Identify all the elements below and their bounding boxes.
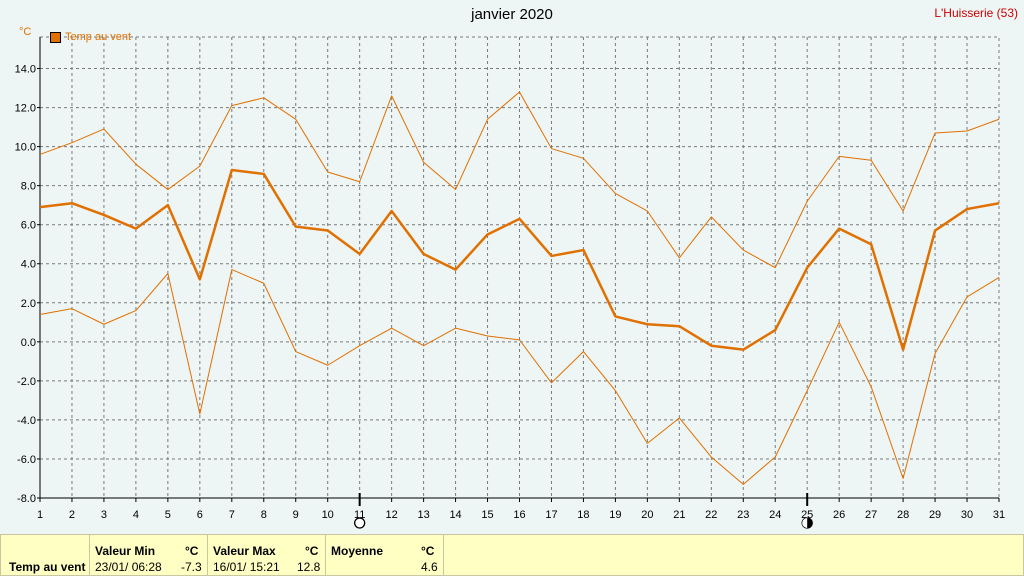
- x-tick-label: 21: [673, 509, 685, 521]
- y-tick-label: 8.0: [21, 181, 36, 193]
- x-tick-label: 11: [354, 509, 365, 521]
- x-tick-label: 17: [545, 509, 557, 521]
- series-min-line: [39, 269, 1000, 485]
- x-tick-label: 27: [865, 509, 877, 521]
- legend-swatch: [50, 31, 61, 43]
- x-tick-label: 16: [513, 509, 525, 521]
- x-tick-label: 2: [69, 509, 75, 521]
- x-tick-label: 9: [293, 509, 299, 521]
- x-tick-label: 22: [705, 509, 717, 521]
- max-value: 12.8: [297, 560, 321, 574]
- summary-max-cell: Valeur Max °C 16/01/ 15:21 12.8: [207, 535, 326, 575]
- y-tick-label: 14.0: [15, 64, 36, 76]
- x-tick-label: 31: [993, 509, 1005, 521]
- x-tick-label: 13: [417, 509, 429, 521]
- y-tick-label: 6.0: [21, 220, 36, 232]
- summary-mean-cell: Moyenne °C 4.6: [325, 535, 444, 575]
- series-mean-line: [39, 168, 1000, 351]
- y-tick-label: 10.0: [15, 142, 36, 154]
- summary-series-cell: Temp au vent: [1, 535, 90, 575]
- x-tick-label: 25: [801, 509, 813, 521]
- grid: [39, 36, 1000, 499]
- moon-phases: [354, 493, 813, 529]
- x-tick-label: 29: [929, 509, 941, 521]
- x-tick-label: 14: [449, 509, 461, 521]
- x-tick-label: 26: [833, 509, 845, 521]
- x-tick-label: 12: [386, 509, 398, 521]
- y-tick-label: -4.0: [17, 415, 36, 427]
- summary-series-label: Temp au vent: [9, 560, 86, 574]
- max-heading: Valeur Max: [213, 544, 276, 558]
- x-tick-label: 3: [101, 509, 107, 521]
- mean-heading: Moyenne: [331, 544, 384, 558]
- series-lines: [39, 91, 1000, 485]
- y-tick-label: -8.0: [17, 493, 36, 505]
- station-name: L'Huisserie (53): [934, 6, 1018, 20]
- full-moon-icon: [354, 517, 366, 529]
- max-date: 16/01/ 15:21: [213, 560, 280, 574]
- chart-title: janvier 2020: [471, 6, 553, 23]
- axes: -8.0 -6.0 -4.0 -2.0 0.0 2.0 4.0 6.0 8.0 10.0 12.0 1…: [15, 37, 1005, 521]
- legend-label: Temp au vent: [65, 31, 132, 43]
- y-tick-label: -6.0: [17, 454, 36, 466]
- x-tick-label: 1: [37, 509, 43, 521]
- mean-value: 4.6: [421, 560, 438, 574]
- x-tick-label: 20: [641, 509, 653, 521]
- x-tick-label: 19: [609, 509, 621, 521]
- x-tick-label: 6: [197, 509, 203, 521]
- x-tick-label: 24: [769, 509, 781, 521]
- summary-footer: Temp au vent Valeur Min °C 23/01/ 06:28 …: [0, 534, 1024, 576]
- x-tick-label: 7: [229, 509, 235, 521]
- new-moon-highlight: [802, 518, 808, 528]
- y-tick-label: 2.0: [21, 298, 36, 310]
- temperature-chart: -8.0 -6.0 -4.0 -2.0 0.0 2.0 4.0 6.0 8.0 10.0 12.0 1…: [15, 36, 1005, 529]
- x-tick-label: 30: [961, 509, 973, 521]
- x-tick-label: 8: [261, 509, 267, 521]
- summary-min-cell: Valeur Min °C 23/01/ 06:28 -7.3: [89, 535, 208, 575]
- y-tick-label: 0.0: [21, 337, 36, 349]
- x-tick-label: 4: [133, 509, 139, 521]
- y-tick-label: -2.0: [17, 376, 36, 388]
- min-heading: Valeur Min: [95, 544, 156, 558]
- x-tick-label: 18: [577, 509, 589, 521]
- x-tick-label: 28: [897, 509, 909, 521]
- x-tick-label: 15: [481, 509, 493, 521]
- min-value: -7.3: [181, 560, 202, 574]
- max-unit: °C: [305, 544, 319, 558]
- min-unit: °C: [185, 544, 199, 558]
- legend: Temp au vent: [50, 31, 131, 43]
- unit-label: °C: [19, 26, 32, 38]
- x-tick-label: 23: [737, 509, 749, 521]
- y-tick-label: 4.0: [21, 259, 36, 271]
- mean-unit: °C: [421, 544, 435, 558]
- x-tick-label: 10: [322, 509, 334, 521]
- min-date: 23/01/ 06:28: [95, 560, 162, 574]
- plot-frame: [39, 36, 1000, 499]
- series-max-line: [39, 91, 1000, 269]
- x-tick-label: 5: [165, 509, 171, 521]
- y-tick-label: 12.0: [15, 103, 36, 115]
